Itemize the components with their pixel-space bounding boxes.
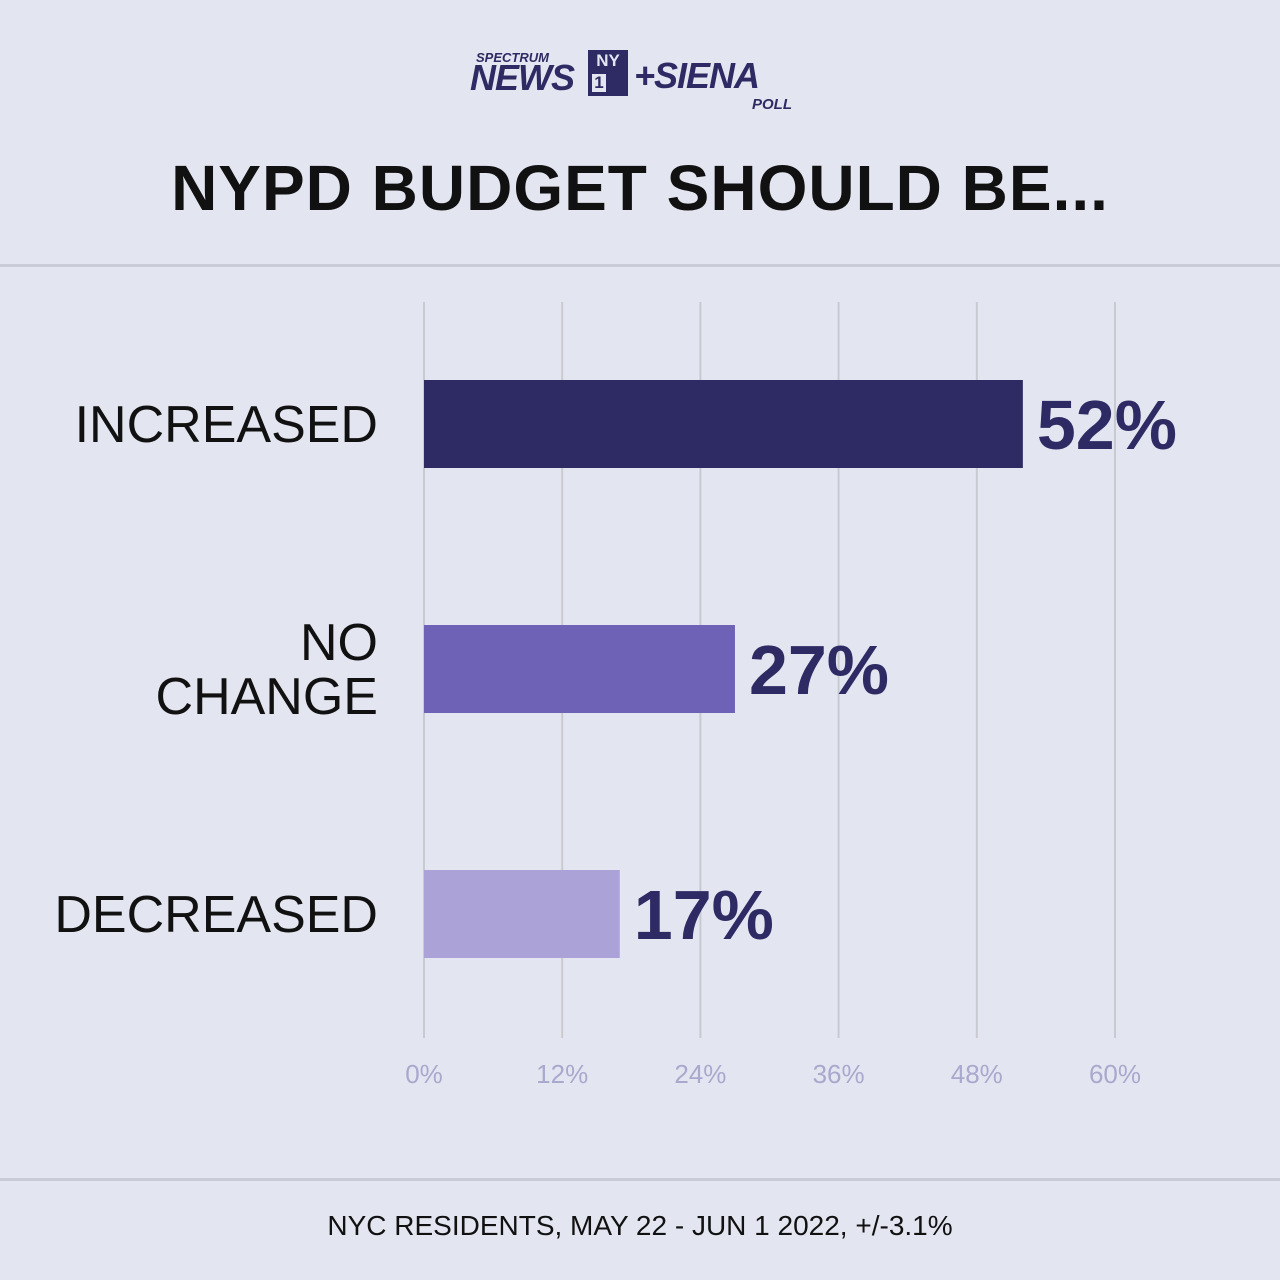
x-tick-label: 24%	[674, 1059, 726, 1089]
logo-ny-text: NY	[596, 51, 620, 70]
bar	[424, 380, 1023, 468]
logo-spectrum-text: SPECTRUM	[476, 50, 549, 65]
value-label: 52%	[1037, 386, 1177, 464]
logo-news-text: NEWS	[470, 57, 575, 98]
header-divider	[0, 264, 1280, 267]
bar	[424, 625, 735, 713]
x-tick-label: 48%	[951, 1059, 1003, 1089]
ny1-badge-icon: NY 1	[588, 50, 628, 96]
category-label: DECREASED	[54, 886, 378, 944]
category-label: NO	[300, 614, 378, 672]
footer-divider	[0, 1178, 1280, 1181]
value-label: 17%	[634, 876, 774, 954]
chart-title: NYPD BUDGET SHOULD BE...	[171, 152, 1109, 224]
logo-one-text: 1	[592, 74, 606, 92]
header: SPECTRUM NEWS NY 1 +SIENA POLL NYPD BUDG…	[0, 0, 1280, 264]
bar	[424, 870, 620, 958]
x-tick-label: 60%	[1089, 1059, 1141, 1089]
x-tick-label: 12%	[536, 1059, 588, 1089]
logo-siena-text: +SIENA	[634, 55, 760, 96]
source-note: NYC RESIDENTS, MAY 22 - JUN 1 2022, +/-3…	[327, 1210, 953, 1241]
spectrum-news-siena-poll-logo: SPECTRUM NEWS NY 1 +SIENA POLL	[470, 48, 810, 118]
category-label: CHANGE	[156, 668, 378, 726]
x-tick-label: 36%	[813, 1059, 865, 1089]
value-label: 27%	[749, 631, 889, 709]
x-tick-label: 0%	[405, 1059, 443, 1089]
logo-poll-text: POLL	[752, 96, 792, 113]
category-label: INCREASED	[75, 396, 378, 454]
